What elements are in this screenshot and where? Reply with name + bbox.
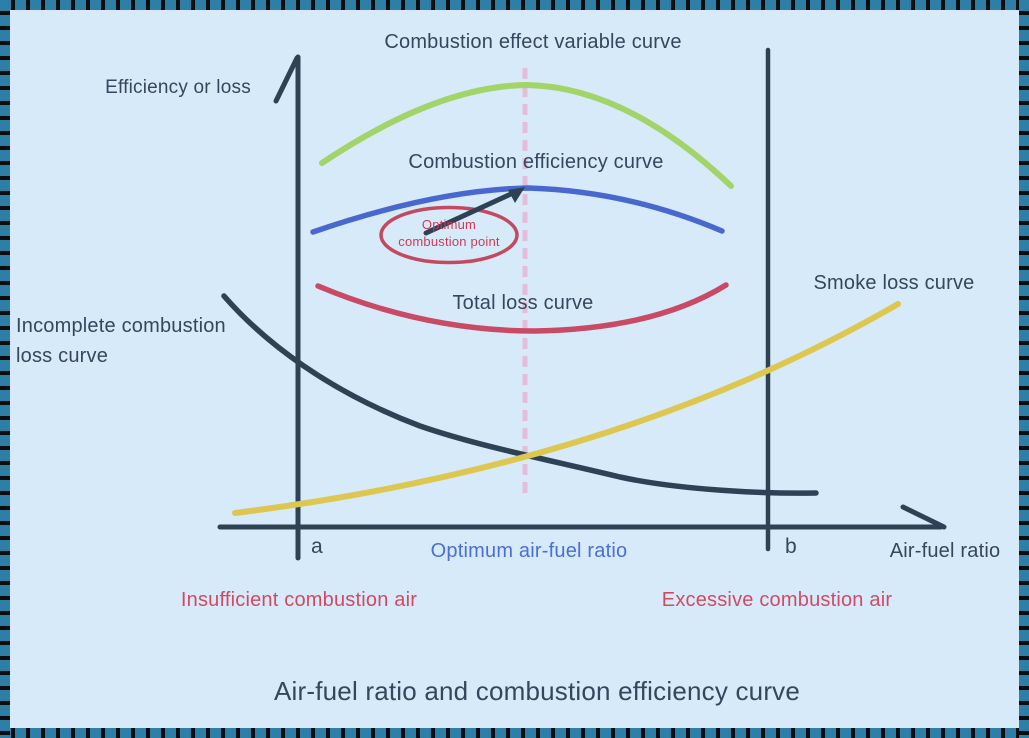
optimum-point-arrowhead (508, 187, 525, 203)
border-left (0, 0, 10, 738)
smoke-loss-curve-label: Smoke loss curve (813, 272, 975, 294)
border-top (0, 0, 1029, 10)
optimum-point-line2: combustion point (398, 234, 500, 249)
incomplete-combustion-loss-curve-label: Incomplete combustion loss curve (16, 315, 226, 367)
optimum-air-fuel-ratio-label: Optimum air-fuel ratio (430, 540, 628, 562)
total-loss-curve-label: Total loss curve (452, 292, 594, 314)
border-bottom (0, 728, 1029, 738)
combustion-effect-variable-curve-path (319, 81, 734, 189)
diagram-title: Air-fuel ratio and combustion efficiency… (273, 676, 801, 706)
total-loss-curve-path (315, 282, 729, 334)
border-right (1019, 0, 1029, 738)
x-axis-label: Air-fuel ratio (889, 540, 1001, 562)
combustion-efficiency-curve-label: Combustion efficiency curve (408, 151, 664, 173)
insufficient-combustion-air-label: Insufficient combustion air (180, 589, 418, 611)
y-axis-label: Efficiency or loss (105, 77, 251, 98)
x-axis-arrowhead (900, 504, 947, 530)
optimum-point-line1: Optimum (421, 217, 477, 232)
combustion-effect-variable-curve-label: Combustion effect variable curve (384, 31, 682, 53)
y-axis-arrowhead (273, 55, 300, 104)
optimum-point-callout-text: Optimum combustion point (398, 216, 499, 250)
smoke-loss-curve-path (232, 301, 901, 516)
x-tick-a: a (311, 535, 323, 558)
optimum-point-arrow-line (423, 191, 514, 236)
combustion-efficiency-curve-path (310, 185, 725, 235)
optimum-point-ellipse (379, 205, 519, 265)
x-tick-b: b (785, 535, 797, 558)
incomplete-combustion-loss-curve-path (221, 293, 819, 496)
excessive-combustion-air-label: Excessive combustion air (661, 589, 893, 611)
